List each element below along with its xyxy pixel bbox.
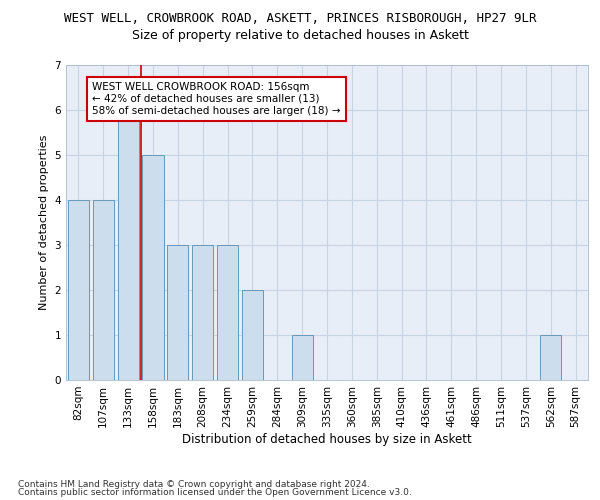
Text: WEST WELL, CROWBROOK ROAD, ASKETT, PRINCES RISBOROUGH, HP27 9LR: WEST WELL, CROWBROOK ROAD, ASKETT, PRINC… — [64, 12, 536, 26]
Bar — [192, 245, 213, 380]
Bar — [68, 200, 89, 380]
Text: Contains public sector information licensed under the Open Government Licence v3: Contains public sector information licen… — [18, 488, 412, 497]
Text: WEST WELL CROWBROOK ROAD: 156sqm
← 42% of detached houses are smaller (13)
58% o: WEST WELL CROWBROOK ROAD: 156sqm ← 42% o… — [92, 82, 341, 116]
Y-axis label: Number of detached properties: Number of detached properties — [39, 135, 49, 310]
Bar — [142, 155, 164, 380]
Text: Size of property relative to detached houses in Askett: Size of property relative to detached ho… — [131, 29, 469, 42]
X-axis label: Distribution of detached houses by size in Askett: Distribution of detached houses by size … — [182, 432, 472, 446]
Bar — [540, 335, 561, 380]
Bar — [292, 335, 313, 380]
Bar — [93, 200, 114, 380]
Text: Contains HM Land Registry data © Crown copyright and database right 2024.: Contains HM Land Registry data © Crown c… — [18, 480, 370, 489]
Bar — [167, 245, 188, 380]
Bar — [118, 110, 139, 380]
Bar — [242, 290, 263, 380]
Bar — [217, 245, 238, 380]
